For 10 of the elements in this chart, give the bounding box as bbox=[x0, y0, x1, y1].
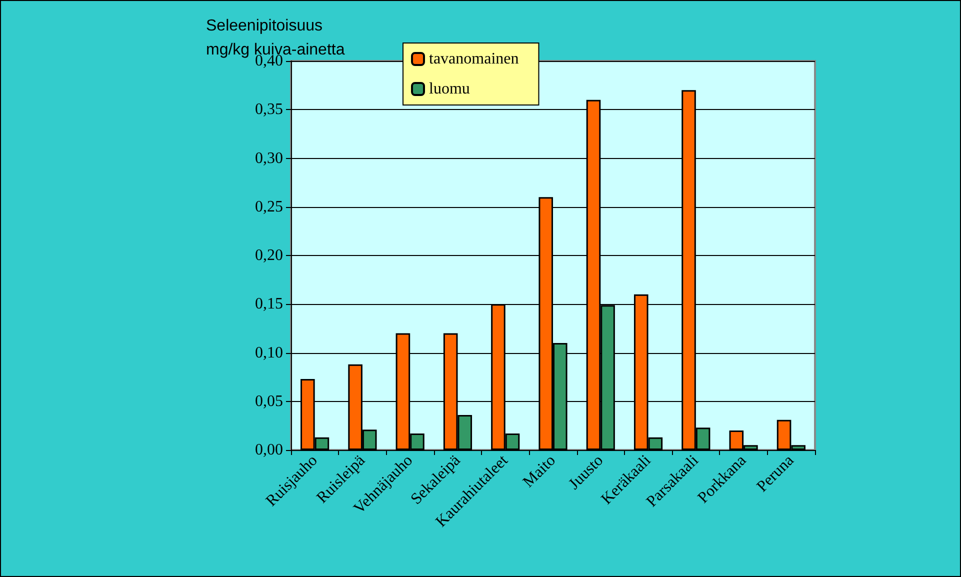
legend-label: tavanomainen bbox=[429, 50, 519, 68]
y-tick-label: 0,05 bbox=[255, 392, 283, 410]
y-tick-label: 0,35 bbox=[255, 101, 283, 118]
legend-label: luomu bbox=[429, 80, 470, 98]
y-tick-label: 0,00 bbox=[255, 442, 283, 458]
y-tick-label: 0,10 bbox=[255, 344, 283, 362]
y-tick-label: 0,20 bbox=[255, 247, 283, 264]
y-tick-label: 0,15 bbox=[255, 296, 283, 313]
y-tick-label: 0,30 bbox=[255, 150, 283, 167]
y-tick-label: 0,25 bbox=[255, 198, 283, 216]
